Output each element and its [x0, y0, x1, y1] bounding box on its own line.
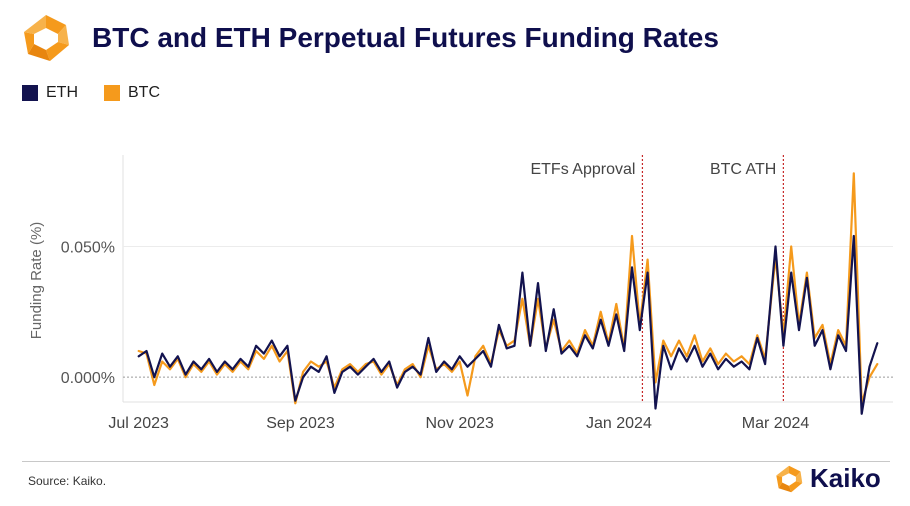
- legend-item-btc: BTC: [104, 84, 160, 102]
- y-tick-label: 0.000%: [61, 370, 115, 387]
- brand-name: Kaiko: [810, 463, 881, 493]
- series-line-btc: [137, 172, 879, 405]
- legend-label-eth: ETH: [46, 84, 78, 101]
- brand: Kaiko: [774, 463, 881, 494]
- page-title: BTC and ETH Perpetual Futures Funding Ra…: [92, 22, 719, 53]
- x-tick-label: Jul 2023: [108, 415, 169, 432]
- x-tick-label: Mar 2024: [742, 415, 810, 432]
- legend: ETH BTC: [22, 84, 186, 102]
- legend-swatch-eth: [22, 85, 38, 101]
- legend-item-eth: ETH: [22, 84, 78, 102]
- legend-label-btc: BTC: [128, 84, 160, 101]
- x-tick-label: Sep 2023: [266, 415, 335, 432]
- y-axis-label: Funding Rate (%): [28, 222, 45, 340]
- footer-divider: [22, 461, 890, 462]
- series-line-eth: [137, 234, 879, 415]
- x-tick-label: Jan 2024: [586, 415, 652, 432]
- y-tick-label: 0.050%: [61, 239, 115, 256]
- x-tick-label: Nov 2023: [425, 415, 494, 432]
- annotation-label: ETFs Approval: [530, 161, 635, 178]
- annotation-label: BTC ATH: [710, 161, 776, 178]
- kaiko-logo-icon: [24, 15, 69, 61]
- legend-swatch-btc: [104, 85, 120, 101]
- kaiko-brand-icon: [776, 465, 803, 492]
- source-note: Source: Kaiko.: [28, 474, 107, 488]
